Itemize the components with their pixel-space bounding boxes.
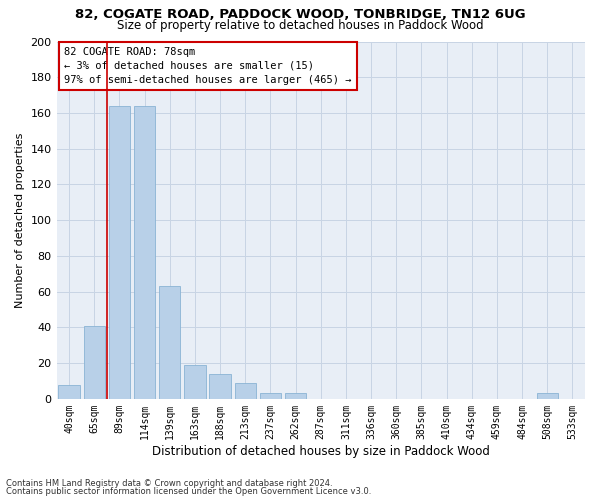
- Text: Contains public sector information licensed under the Open Government Licence v3: Contains public sector information licen…: [6, 487, 371, 496]
- Bar: [159, 286, 181, 399]
- Text: 82, COGATE ROAD, PADDOCK WOOD, TONBRIDGE, TN12 6UG: 82, COGATE ROAD, PADDOCK WOOD, TONBRIDGE…: [74, 8, 526, 20]
- Text: Size of property relative to detached houses in Paddock Wood: Size of property relative to detached ho…: [116, 18, 484, 32]
- X-axis label: Distribution of detached houses by size in Paddock Wood: Distribution of detached houses by size …: [152, 444, 490, 458]
- Bar: [83, 326, 105, 399]
- Text: Contains HM Land Registry data © Crown copyright and database right 2024.: Contains HM Land Registry data © Crown c…: [6, 478, 332, 488]
- Bar: [536, 394, 558, 399]
- Bar: [260, 394, 281, 399]
- Text: 82 COGATE ROAD: 78sqm
← 3% of detached houses are smaller (15)
97% of semi-detac: 82 COGATE ROAD: 78sqm ← 3% of detached h…: [64, 47, 352, 85]
- Y-axis label: Number of detached properties: Number of detached properties: [15, 132, 25, 308]
- Bar: [209, 374, 231, 399]
- Bar: [109, 106, 130, 399]
- Bar: [184, 365, 206, 399]
- Bar: [235, 383, 256, 399]
- Bar: [58, 384, 80, 399]
- Bar: [285, 394, 307, 399]
- Bar: [134, 106, 155, 399]
